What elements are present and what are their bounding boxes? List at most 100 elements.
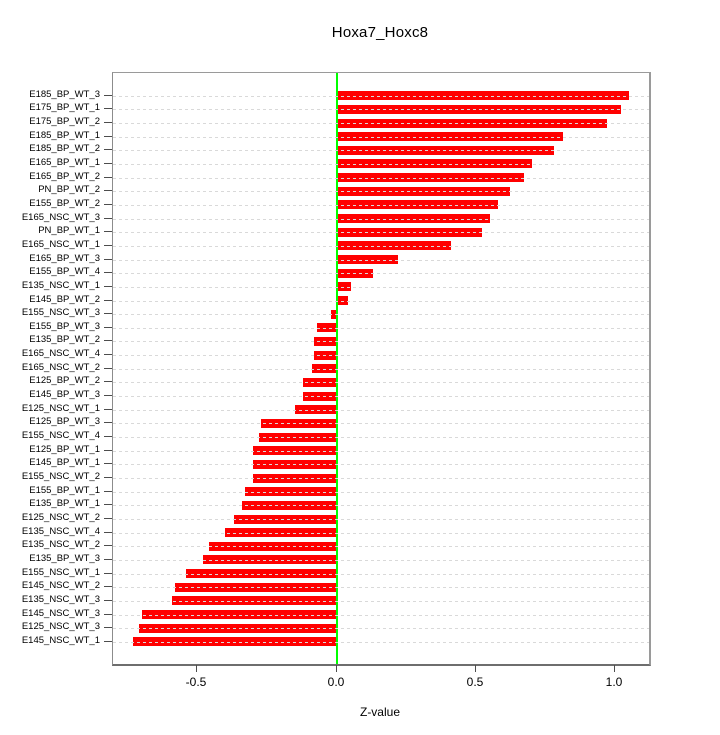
y-axis-tick: [104, 545, 112, 546]
gridline: [113, 287, 649, 288]
gridline: [113, 615, 649, 616]
y-axis-tick: [104, 381, 112, 382]
y-axis-tick: [104, 573, 112, 574]
gridline: [113, 519, 649, 520]
x-axis-tick: [336, 665, 337, 672]
gridline: [113, 246, 649, 247]
gridline: [113, 301, 649, 302]
y-axis-tick: [104, 231, 112, 232]
y-tick-label: E125_BP_WT_3: [29, 416, 100, 427]
gridline: [113, 492, 649, 493]
y-tick-label: E155_NSC_WT_4: [21, 430, 100, 441]
gridline: [113, 533, 649, 534]
y-axis-tick: [104, 491, 112, 492]
bar: [337, 241, 451, 250]
bar: [337, 91, 629, 100]
y-tick-label: E145_NSC_WT_3: [21, 608, 100, 619]
gridline: [113, 601, 649, 602]
y-tick-label: E185_BP_WT_2: [29, 143, 100, 154]
bar: [253, 446, 337, 455]
y-tick-label: E165_NSC_WT_2: [21, 362, 100, 373]
y-axis-tick: [104, 313, 112, 314]
gridline: [113, 587, 649, 588]
x-tick-label: -0.5: [185, 675, 207, 689]
gridline: [113, 123, 649, 124]
y-tick-label: E125_NSC_WT_3: [21, 621, 100, 632]
gridline: [113, 505, 649, 506]
gridline: [113, 478, 649, 479]
gridline: [113, 219, 649, 220]
y-axis-tick: [104, 586, 112, 587]
gridline: [113, 628, 649, 629]
gridline: [113, 410, 649, 411]
gridline: [113, 451, 649, 452]
y-axis-tick: [104, 354, 112, 355]
gridline: [113, 191, 649, 192]
y-axis-tick: [104, 340, 112, 341]
gridline: [113, 355, 649, 356]
gridline: [113, 150, 649, 151]
bar: [337, 159, 532, 168]
plot-area: [112, 72, 651, 666]
gridline: [113, 109, 649, 110]
y-tick-label: E145_BP_WT_2: [29, 294, 100, 305]
gridline: [113, 137, 649, 138]
bar: [312, 364, 337, 373]
y-tick-label: PN_BP_WT_2: [38, 184, 100, 195]
y-tick-label: E155_BP_WT_2: [29, 198, 100, 209]
y-tick-label: E185_BP_WT_3: [29, 89, 100, 100]
y-axis-tick: [104, 463, 112, 464]
y-tick-label: E165_BP_WT_2: [29, 171, 100, 182]
y-tick-label: E165_BP_WT_1: [29, 157, 100, 168]
y-tick-label: E155_BP_WT_1: [29, 485, 100, 496]
y-axis-tick: [104, 504, 112, 505]
y-axis-tick: [104, 600, 112, 601]
y-axis-tick: [104, 177, 112, 178]
bar: [337, 200, 498, 209]
gridline: [113, 232, 649, 233]
y-tick-label: E175_BP_WT_2: [29, 116, 100, 127]
y-tick-label: E135_NSC_WT_3: [21, 594, 100, 605]
gridline: [113, 546, 649, 547]
gridline: [113, 464, 649, 465]
gridline: [113, 423, 649, 424]
y-tick-label: E135_NSC_WT_1: [21, 280, 100, 291]
bar: [245, 487, 337, 496]
y-axis-tick: [104, 163, 112, 164]
y-axis-tick: [104, 532, 112, 533]
y-axis-tick: [104, 409, 112, 410]
y-axis-tick: [104, 614, 112, 615]
chart-title: Hoxa7_Hoxc8: [331, 24, 429, 41]
zero-line: [336, 73, 338, 664]
x-tick-label: 1.0: [605, 675, 623, 689]
bar: [337, 296, 348, 305]
bar: [225, 528, 336, 537]
y-axis-tick: [104, 627, 112, 628]
y-axis-tick: [104, 245, 112, 246]
bar: [203, 555, 337, 564]
y-tick-label: E135_BP_WT_3: [29, 553, 100, 564]
gridline: [113, 205, 649, 206]
y-axis-tick: [104, 108, 112, 109]
y-axis-tick: [104, 272, 112, 273]
gridline: [113, 642, 649, 643]
y-tick-label: E125_NSC_WT_1: [21, 403, 100, 414]
bar: [317, 323, 336, 332]
gridline: [113, 369, 649, 370]
bar: [142, 610, 337, 619]
y-axis-tick: [104, 641, 112, 642]
y-tick-label: E165_BP_WT_3: [29, 253, 100, 264]
x-axis-tick: [475, 665, 476, 672]
y-tick-label: E135_BP_WT_2: [29, 334, 100, 345]
bar: [337, 173, 524, 182]
y-tick-label: E145_NSC_WT_1: [21, 635, 100, 646]
y-axis-tick: [104, 559, 112, 560]
y-tick-label: E135_NSC_WT_2: [21, 539, 100, 550]
y-axis-tick: [104, 450, 112, 451]
y-axis-tick: [104, 190, 112, 191]
gridline: [113, 396, 649, 397]
y-tick-label: E165_NSC_WT_3: [21, 212, 100, 223]
y-tick-label: PN_BP_WT_1: [38, 225, 100, 236]
y-axis-tick: [104, 300, 112, 301]
